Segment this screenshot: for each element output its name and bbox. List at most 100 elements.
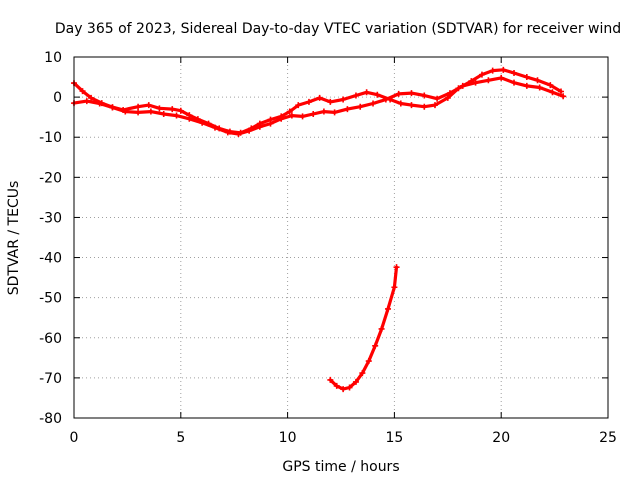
data-point (147, 108, 154, 115)
data-point (523, 82, 530, 89)
y-tick-label: -60 (39, 331, 62, 347)
data-point (363, 89, 370, 96)
data-point (299, 113, 306, 120)
series-line-track-a (72, 68, 563, 135)
data-point (156, 105, 163, 112)
data-point (169, 106, 176, 113)
data-point (327, 98, 334, 105)
data-point (446, 90, 453, 97)
y-tick-label: -40 (39, 251, 62, 267)
data-point (370, 100, 377, 107)
axis-ticks: 0 5 10 15 20 25 10 0 -10 -20 -30 -40 -50 -60 -70 -80 (39, 50, 617, 446)
data-point (357, 103, 364, 110)
data-point (224, 129, 231, 136)
data-point (267, 120, 274, 127)
data-point (511, 70, 518, 77)
data-point (235, 131, 242, 138)
x-tick-label: 15 (385, 430, 403, 446)
data-point (408, 90, 415, 97)
plot-frame (73, 56, 609, 419)
data-point (177, 107, 184, 114)
data-point (359, 370, 366, 377)
grid (74, 57, 608, 418)
data-point (333, 382, 340, 389)
data-point (310, 110, 317, 117)
data-point (558, 88, 565, 95)
data-point (397, 100, 404, 107)
data-point (346, 384, 353, 391)
data-point (352, 378, 359, 385)
data-point (478, 71, 485, 78)
data-point (374, 91, 381, 98)
y-axis-label: SDTVAR / TECUs (6, 181, 22, 296)
data-point (485, 77, 492, 84)
data-point (523, 74, 530, 81)
y-tick-label: -70 (39, 371, 62, 387)
data-point (286, 108, 293, 115)
data-point (83, 98, 90, 105)
data-point (109, 104, 116, 111)
data-series (71, 66, 567, 393)
series-line-track-c (328, 265, 399, 391)
data-point (211, 124, 218, 131)
data-point (288, 112, 295, 119)
data-point (145, 102, 152, 109)
data-point (560, 93, 567, 100)
data-point (536, 84, 543, 91)
data-point (160, 110, 167, 117)
data-point (135, 109, 142, 116)
data-point (489, 67, 496, 74)
y-tick-label: -50 (39, 291, 62, 307)
data-point (498, 74, 505, 81)
x-tick-label: 20 (492, 430, 510, 446)
data-point (431, 102, 438, 109)
data-point (199, 119, 206, 126)
x-tick-label: 10 (279, 430, 297, 446)
data-point (500, 66, 507, 73)
data-point (246, 127, 253, 134)
data-point (395, 90, 402, 97)
data-point (135, 103, 142, 110)
data-point (186, 115, 193, 122)
data-point (421, 92, 428, 99)
y-tick-label: -20 (39, 170, 62, 186)
data-point (421, 103, 428, 110)
data-point (549, 89, 556, 96)
data-point (295, 102, 302, 109)
data-point (331, 109, 338, 116)
data-point (444, 94, 451, 101)
data-point (278, 115, 285, 122)
y-tick-label: -30 (39, 210, 62, 226)
data-point (434, 95, 441, 102)
data-point (511, 79, 518, 86)
x-tick-label: 5 (176, 430, 185, 446)
data-point (547, 82, 554, 89)
data-point (327, 376, 334, 383)
data-point (256, 123, 263, 130)
data-point (372, 342, 379, 349)
y-tick-label: 0 (53, 90, 62, 106)
data-point (352, 92, 359, 99)
data-point (340, 386, 347, 393)
data-point (79, 88, 86, 95)
data-point (408, 102, 415, 109)
x-tick-label: 25 (599, 430, 617, 446)
data-point (391, 284, 398, 291)
data-point (393, 264, 400, 271)
data-point (173, 112, 180, 119)
data-point (316, 94, 323, 101)
x-axis-label: GPS time / hours (282, 459, 399, 475)
x-tick-label: 0 (70, 430, 79, 446)
data-point (344, 106, 351, 113)
data-point (305, 98, 312, 105)
data-point (88, 94, 95, 101)
data-point (384, 305, 391, 312)
data-point (459, 82, 466, 89)
data-point (382, 96, 389, 103)
data-point (122, 108, 129, 115)
y-tick-label: -80 (39, 411, 62, 427)
data-point (534, 77, 541, 84)
data-point (378, 325, 385, 332)
data-point (472, 79, 479, 86)
